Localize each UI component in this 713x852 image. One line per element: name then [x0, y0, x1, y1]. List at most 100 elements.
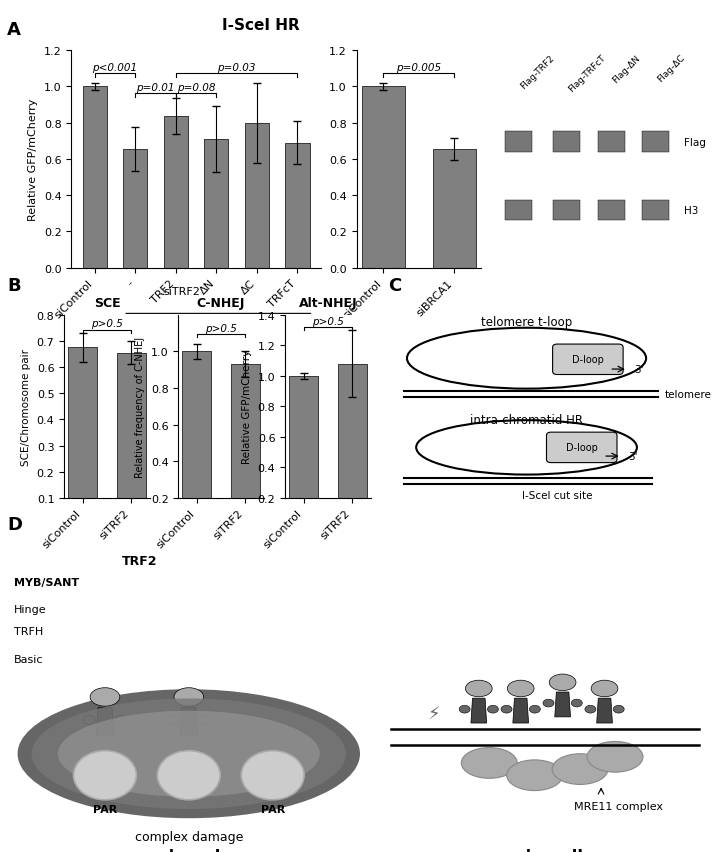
Polygon shape	[96, 708, 113, 735]
Ellipse shape	[529, 705, 540, 713]
Polygon shape	[513, 699, 528, 723]
FancyBboxPatch shape	[553, 131, 580, 153]
Ellipse shape	[58, 711, 320, 797]
Ellipse shape	[83, 716, 96, 724]
Ellipse shape	[585, 705, 596, 713]
Ellipse shape	[18, 689, 360, 818]
Bar	[289, 377, 318, 529]
Text: A: A	[7, 21, 21, 39]
Title: C-NHEJ: C-NHEJ	[197, 297, 245, 310]
Text: Flag-ΔC: Flag-ΔC	[655, 54, 686, 84]
FancyBboxPatch shape	[597, 131, 625, 153]
Bar	[182, 352, 211, 535]
Text: phase II: phase II	[515, 848, 583, 852]
Polygon shape	[471, 699, 487, 723]
Text: 3': 3'	[627, 452, 637, 462]
Text: H3: H3	[684, 206, 699, 216]
Bar	[285, 143, 309, 268]
Text: I-SceI HR: I-SceI HR	[222, 18, 300, 33]
Text: PAR: PAR	[260, 804, 284, 814]
Y-axis label: SCE/Chromosome pair: SCE/Chromosome pair	[21, 348, 31, 465]
Bar	[362, 88, 405, 268]
Ellipse shape	[613, 705, 624, 713]
Ellipse shape	[466, 681, 492, 697]
FancyBboxPatch shape	[553, 201, 580, 221]
Ellipse shape	[461, 748, 517, 779]
FancyBboxPatch shape	[642, 201, 669, 221]
Bar	[231, 365, 260, 535]
Text: p>0.5: p>0.5	[205, 324, 237, 333]
Text: MYB/SANT: MYB/SANT	[14, 577, 79, 587]
Ellipse shape	[198, 716, 210, 724]
Ellipse shape	[488, 705, 498, 713]
Text: telomere: telomere	[665, 389, 712, 400]
Ellipse shape	[115, 716, 127, 724]
Text: p=0.03: p=0.03	[217, 62, 256, 72]
Title: SCE: SCE	[93, 297, 120, 310]
Ellipse shape	[501, 705, 512, 713]
Bar	[338, 364, 367, 529]
Bar	[164, 118, 188, 268]
Text: Basic: Basic	[14, 653, 43, 664]
Text: p=0.005: p=0.005	[396, 62, 441, 72]
Text: ⚡: ⚡	[427, 705, 440, 723]
Ellipse shape	[158, 751, 220, 800]
Ellipse shape	[31, 699, 346, 809]
Text: I-SceI cut site: I-SceI cut site	[522, 491, 593, 501]
Text: 3': 3'	[634, 365, 643, 375]
Text: TRF2: TRF2	[122, 554, 158, 567]
Ellipse shape	[587, 741, 643, 772]
Ellipse shape	[549, 674, 576, 691]
Text: p<0.001: p<0.001	[93, 62, 138, 72]
Text: telomere t-loop: telomere t-loop	[481, 315, 572, 328]
Text: p=0.01: p=0.01	[136, 83, 175, 92]
Text: Flag-ΔN: Flag-ΔN	[611, 54, 642, 84]
Text: Flag-TRFcT: Flag-TRFcT	[567, 54, 607, 94]
Y-axis label: Relative GFP/mCherry: Relative GFP/mCherry	[29, 99, 39, 221]
Y-axis label: Relative GFP/mCherry: Relative GFP/mCherry	[242, 350, 252, 463]
Text: D-loop: D-loop	[572, 355, 604, 365]
Y-axis label: Relative frequency of C-NHEJ: Relative frequency of C-NHEJ	[135, 337, 145, 477]
Polygon shape	[597, 699, 612, 723]
Bar	[123, 150, 148, 268]
Text: MRE11 complex: MRE11 complex	[574, 801, 663, 811]
Text: Hinge: Hinge	[14, 605, 47, 614]
Ellipse shape	[241, 751, 304, 800]
Text: intra-chromatid HR: intra-chromatid HR	[470, 413, 583, 426]
Ellipse shape	[552, 754, 608, 785]
Text: C: C	[389, 277, 402, 295]
Bar	[245, 124, 269, 268]
Polygon shape	[180, 708, 198, 735]
Text: siTRF2: siTRF2	[163, 287, 200, 297]
Ellipse shape	[507, 760, 563, 791]
Bar	[68, 348, 97, 525]
Ellipse shape	[571, 699, 583, 707]
Text: p=0.08: p=0.08	[177, 83, 215, 92]
Ellipse shape	[591, 681, 618, 697]
FancyBboxPatch shape	[546, 433, 617, 463]
Text: TRFH: TRFH	[14, 626, 43, 636]
Bar	[433, 150, 476, 268]
Text: PAR: PAR	[93, 804, 117, 814]
Text: ⚡: ⚡	[180, 735, 194, 754]
Ellipse shape	[174, 688, 204, 706]
Ellipse shape	[90, 688, 120, 706]
Ellipse shape	[543, 699, 554, 707]
Polygon shape	[555, 692, 570, 717]
FancyBboxPatch shape	[505, 131, 532, 153]
Ellipse shape	[167, 716, 179, 724]
FancyBboxPatch shape	[597, 201, 625, 221]
Text: B: B	[7, 277, 21, 295]
Ellipse shape	[459, 705, 470, 713]
Text: p>0.5: p>0.5	[312, 317, 344, 327]
FancyBboxPatch shape	[505, 201, 532, 221]
Title: Alt-NHEJ: Alt-NHEJ	[299, 297, 357, 310]
Text: Flag-TRF2: Flag-TRF2	[518, 54, 556, 90]
Bar	[83, 88, 107, 268]
Text: phase I: phase I	[158, 848, 220, 852]
Bar	[117, 354, 146, 525]
Text: Flag: Flag	[684, 137, 706, 147]
Text: p>0.5: p>0.5	[91, 320, 123, 329]
Ellipse shape	[73, 751, 136, 800]
Text: D: D	[7, 515, 22, 533]
